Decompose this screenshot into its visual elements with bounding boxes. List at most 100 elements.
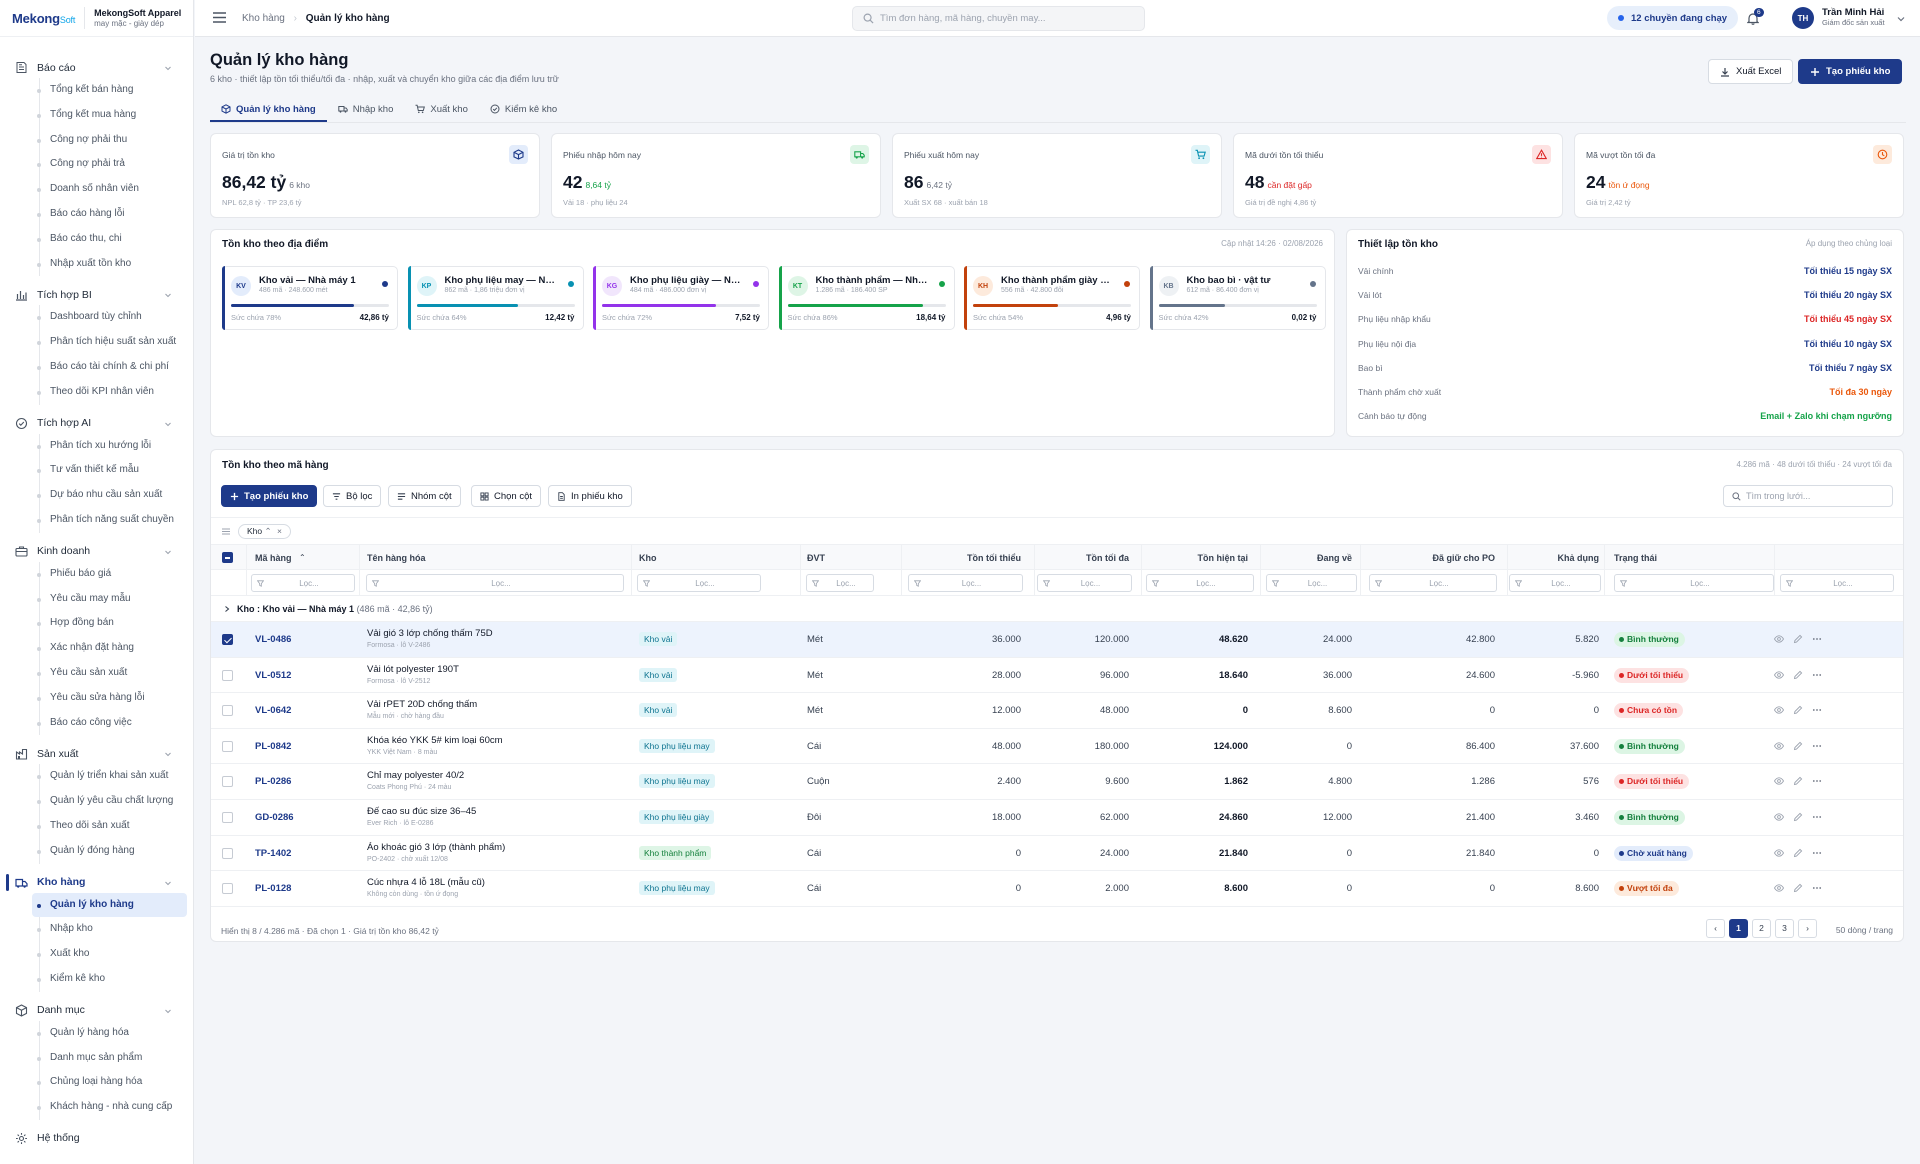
nav-group-he-thong[interactable]: Hệ thống — [0, 1128, 193, 1149]
sidebar-item[interactable]: Yêu cầu sửa hàng lỗi — [32, 686, 193, 711]
tab-stocktake[interactable]: Kiểm kê kho — [479, 98, 568, 122]
menu-icon[interactable] — [213, 12, 226, 23]
more-icon[interactable] — [1812, 634, 1822, 644]
row-checkbox[interactable] — [222, 847, 233, 859]
tab-stock-in[interactable]: Nhập kho — [327, 98, 405, 122]
column-header-cur[interactable]: Tồn hiện tại — [1197, 553, 1249, 563]
sidebar-item[interactable]: Phân tích xu hướng lỗi — [32, 434, 193, 459]
sidebar-item[interactable]: Nhập xuất tồn kho — [32, 252, 193, 277]
setting-row[interactable]: Phụ liệu nhập khẩu Tối thiểu 45 ngày SX — [1358, 307, 1892, 331]
item-code-link[interactable]: PL-0842 — [255, 740, 292, 752]
column-header-name[interactable]: Tên hàng hóa — [367, 553, 426, 563]
sidebar-item[interactable]: Theo dõi KPI nhân viên — [32, 380, 193, 405]
global-search[interactable] — [852, 6, 1145, 31]
column-filter-input[interactable] — [1793, 578, 1893, 588]
sidebar-item[interactable]: Tổng kết bán hàng — [32, 78, 193, 103]
grid-search[interactable] — [1723, 485, 1893, 507]
column-filter-avail[interactable] — [1509, 574, 1601, 592]
sidebar-item[interactable]: Tư vấn thiết kế mẫu — [32, 458, 193, 483]
more-icon[interactable] — [1812, 776, 1822, 786]
table-row[interactable]: GD-0286 Đế cao su đúc size 36–45 Ever Rich… — [211, 800, 1903, 836]
sidebar-item[interactable]: Dự báo nhu cầu sản xuất — [32, 483, 193, 508]
item-code-link[interactable]: VL-0642 — [255, 705, 292, 717]
item-code-link[interactable]: PL-0286 — [255, 776, 292, 788]
sidebar-item[interactable]: Quản lý hàng hóa — [32, 1021, 193, 1046]
table-row[interactable]: PL-0842 Khóa kéo YKK 5# kim loại 60cm YKK … — [211, 729, 1903, 765]
sidebar-item[interactable]: Quản lý triển khai sản xuất — [32, 764, 193, 789]
row-checkbox[interactable] — [222, 883, 233, 895]
setting-row[interactable]: Vải chính Tối thiểu 15 ngày SX — [1358, 259, 1892, 283]
chevron-down-icon[interactable] — [164, 420, 172, 428]
edit-icon[interactable] — [1793, 776, 1803, 786]
column-filter-input[interactable] — [1627, 578, 1773, 588]
column-filter-code[interactable] — [251, 574, 355, 592]
column-filter-input[interactable] — [1522, 578, 1600, 588]
grid-create-slip-button[interactable]: Tạo phiếu kho — [221, 485, 318, 507]
column-header-avail[interactable]: Khả dụng — [1557, 553, 1600, 563]
setting-row[interactable]: Thành phẩm chờ xuất Tối đa 30 ngày — [1358, 380, 1892, 404]
row-checkbox[interactable] — [222, 776, 233, 788]
sort-asc-icon[interactable]: ⌃ — [264, 526, 272, 536]
chevron-down-icon[interactable] — [164, 548, 172, 556]
eye-icon[interactable] — [1774, 883, 1784, 893]
edit-icon[interactable] — [1793, 705, 1803, 715]
sidebar-item[interactable]: Phiếu báo giá — [32, 562, 193, 587]
column-header-wh[interactable]: Kho — [639, 553, 657, 563]
breadcrumb-parent[interactable]: Kho hàng — [242, 13, 285, 24]
sidebar-item[interactable]: Danh mục sản phẩm — [32, 1046, 193, 1071]
location-card[interactable]: KT Kho thành phẩm — Nhà máy 11.286 mã · 1… — [778, 266, 955, 330]
tab-stock-out[interactable]: Xuất kho — [404, 98, 479, 122]
more-icon[interactable] — [1812, 848, 1822, 858]
kpi-card[interactable]: Mã vượt tồn tối đa 24 tồn ứ đọng Giá trị 2,… — [1574, 133, 1904, 218]
row-checkbox[interactable] — [222, 669, 233, 681]
table-row[interactable]: VL-0486 Vải gió 3 lớp chống thấm 75D Formo… — [211, 622, 1903, 658]
column-filter-actions[interactable] — [1780, 574, 1894, 592]
column-filter-input[interactable] — [1382, 578, 1496, 588]
choose-columns-button[interactable]: Chọn cột — [471, 485, 542, 507]
sidebar-item[interactable]: Dashboard tùy chỉnh — [32, 305, 193, 330]
eye-icon[interactable] — [1774, 848, 1784, 858]
row-checkbox[interactable] — [222, 740, 233, 752]
group-columns-button[interactable]: Nhóm cột — [388, 485, 461, 507]
column-filter-po[interactable] — [1369, 574, 1497, 592]
column-header-max[interactable]: Tồn tối đa — [1086, 553, 1129, 563]
nav-group-bao-cao[interactable]: Báo cáo — [0, 57, 193, 78]
running-lines-badge[interactable]: 12 chuyền đang chạy — [1607, 6, 1739, 30]
more-icon[interactable] — [1812, 705, 1822, 715]
group-row[interactable]: Kho : Kho vải — Nhà máy 1 (486 mã · 42,8… — [211, 596, 1903, 622]
item-code-link[interactable]: VL-0486 — [255, 634, 292, 645]
filter-button[interactable]: Bộ lọc — [323, 485, 382, 507]
nav-group-san-xuat[interactable]: Sản xuất — [0, 743, 193, 764]
row-checkbox[interactable] — [222, 812, 233, 823]
sidebar-item[interactable]: Phân tích năng suất chuyền — [32, 508, 193, 533]
nav-group-tich-hop-ai[interactable]: Tích hợp AI — [0, 413, 193, 434]
column-filter-name[interactable] — [366, 574, 624, 592]
setting-row[interactable]: Phụ liệu nội địa Tối thiểu 10 ngày SX — [1358, 332, 1892, 356]
row-checkbox[interactable] — [222, 634, 233, 645]
nav-group-tich-hop-bi[interactable]: Tích hợp BI — [0, 284, 193, 305]
column-filter-unit[interactable] — [806, 574, 874, 592]
tab-warehouse-management[interactable]: Quản lý kho hàng — [210, 98, 327, 122]
edit-icon[interactable] — [1793, 883, 1803, 893]
column-filter-max[interactable] — [1037, 574, 1132, 592]
eye-icon[interactable] — [1774, 812, 1784, 822]
table-row[interactable]: PL-0286 Chỉ may polyester 40/2 Coats Phong… — [211, 764, 1903, 800]
more-icon[interactable] — [1812, 741, 1822, 751]
column-filter-input[interactable] — [921, 578, 1022, 588]
avatar[interactable]: TH — [1792, 7, 1814, 29]
sidebar-item[interactable]: Quản lý đóng hàng — [32, 839, 193, 864]
user-info[interactable]: Trần Minh Hải Giám đốc sản xuất — [1822, 7, 1885, 28]
column-header-min[interactable]: Tồn tối thiểu — [967, 553, 1021, 563]
setting-row[interactable]: Cảnh báo tự động Email + Zalo khi chạm ng… — [1358, 404, 1892, 428]
column-filter-cur[interactable] — [1146, 574, 1254, 592]
setting-row[interactable]: Bao bì Tối thiểu 7 ngày SX — [1358, 356, 1892, 380]
chevron-down-icon[interactable] — [164, 291, 172, 299]
kpi-card[interactable]: Giá trị tồn kho 86,42 tỷ 6 kho NPL 62,8 tỷ … — [210, 133, 540, 218]
more-icon[interactable] — [1812, 812, 1822, 822]
select-all-checkbox[interactable] — [222, 552, 233, 563]
chevron-down-icon[interactable] — [164, 1007, 172, 1015]
eye-icon[interactable] — [1774, 705, 1784, 715]
edit-icon[interactable] — [1793, 848, 1803, 858]
edit-icon[interactable] — [1793, 634, 1803, 644]
sidebar-item[interactable]: Báo cáo tài chính & chi phí — [32, 355, 193, 380]
